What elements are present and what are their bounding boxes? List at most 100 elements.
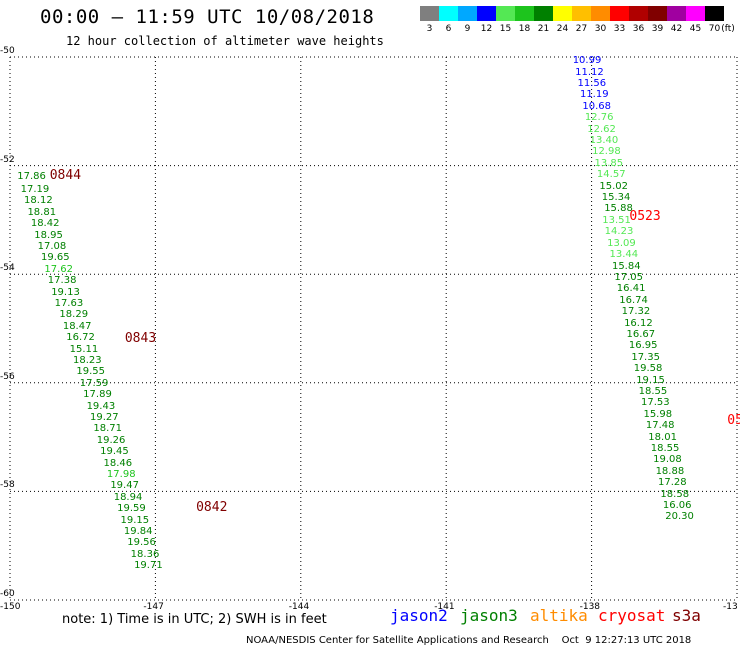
wave-height-value: 17.89 — [83, 389, 112, 401]
wave-height-value: 19.08 — [653, 454, 682, 466]
wave-height-value: 18.55 — [650, 442, 680, 454]
pass-time-label: 0843 — [124, 331, 157, 347]
wave-height-value: 17.08 — [37, 240, 67, 252]
wave-height-value: 17.19 — [20, 183, 50, 195]
wave-height-value: 17.62 — [44, 263, 74, 275]
legend-label: 36 — [632, 24, 645, 34]
wave-height-value: 12.62 — [587, 123, 616, 135]
legend-swatch — [534, 6, 553, 21]
lon-axis-label: -147 — [143, 602, 164, 612]
legend-swatch — [705, 6, 724, 21]
wave-height-value: 19.84 — [123, 526, 153, 538]
wave-height-value: 19.58 — [633, 363, 663, 375]
wave-height-value: 18.01 — [648, 431, 677, 443]
legend-swatch — [648, 6, 667, 21]
map-title: 00:00 – 11:59 UTC 10/08/2018 — [40, 6, 375, 28]
legend-swatch — [629, 6, 648, 21]
wave-height-value: 13.09 — [607, 237, 636, 249]
satellite-name: s3a — [672, 606, 701, 625]
wave-height-value: 18.36 — [130, 548, 160, 560]
legend-swatch — [591, 6, 610, 21]
wave-height-value: 17.86 — [17, 171, 46, 183]
map-subtitle: 12 hour collection of altimeter wave hei… — [66, 34, 384, 48]
legend-swatch — [439, 6, 458, 21]
wave-height-value: 14.23 — [604, 226, 634, 238]
wave-height-value: 13.40 — [589, 135, 619, 147]
lon-axis-label: -144 — [288, 602, 310, 612]
legend-label: 21 — [537, 24, 550, 34]
wave-height-value: 19.47 — [110, 480, 139, 492]
lat-axis-label: -50 — [0, 46, 15, 56]
legend-swatch — [572, 6, 591, 21]
lat-axis-label: -60 — [0, 589, 15, 599]
footer-credit: NOAA/NESDIS Center for Satellite Applica… — [246, 635, 692, 646]
wave-height-value: 18.81 — [27, 206, 57, 218]
satellite-name: altika — [530, 606, 588, 625]
legend-label: 24 — [556, 24, 569, 34]
wave-height-value: 15.11 — [69, 343, 99, 355]
wave-height-value: 15.02 — [599, 180, 628, 192]
wave-height-value: 18.42 — [30, 218, 60, 230]
wave-height-value: 17.38 — [47, 275, 77, 287]
lon-axis-label: -150 — [0, 602, 21, 612]
wave-height-value: 13.51 — [602, 214, 631, 226]
wave-height-value: 19.56 — [127, 537, 156, 549]
wave-height-value: 19.15 — [636, 374, 665, 386]
wave-height-value: 11.19 — [579, 89, 609, 101]
wave-height-value: 16.74 — [619, 294, 648, 306]
wave-height-value: 19.26 — [96, 434, 126, 446]
pass-time-label: 0842 — [196, 499, 228, 515]
wave-height-value: 18.88 — [655, 465, 685, 477]
lon-axis-label: -141 — [434, 602, 455, 612]
wave-height-value: 12.98 — [592, 146, 621, 158]
legend-swatch — [496, 6, 515, 21]
wave-height-value: 17.63 — [54, 297, 84, 309]
wave-height-value: 18.55 — [638, 385, 668, 397]
pass-time-label: 0844 — [49, 168, 82, 184]
wave-height-value: 18.95 — [34, 229, 63, 241]
wave-height-value: 17.98 — [106, 469, 136, 481]
wave-height-value: 17.35 — [631, 351, 660, 363]
legend-label: 39 — [651, 24, 664, 34]
color-legend: 3 6 9 12 15 18 21 24 27 30 33 36 39 42 45 70 (ft) — [420, 6, 735, 36]
units-note: note: 1) Time is in UTC; 2) SWH is in fe… — [62, 612, 327, 627]
wave-height-value: 16.95 — [628, 340, 658, 352]
wave-height-value: 13.44 — [609, 249, 639, 261]
lat-axis-label: -54 — [0, 263, 15, 274]
wave-height-value: 18.94 — [113, 491, 143, 503]
legend-label: 9 — [464, 24, 471, 34]
wave-height-value: 14.57 — [596, 169, 626, 181]
lon-axis-label: -138 — [579, 602, 601, 612]
legend-unit: (ft) — [721, 24, 735, 34]
wave-height-value: 19.65 — [41, 252, 70, 264]
legend-label: 42 — [670, 24, 683, 34]
legend-swatch — [477, 6, 496, 21]
legend-swatch — [610, 6, 629, 21]
wave-height-value: 17.32 — [621, 306, 651, 318]
legend-swatch — [458, 6, 477, 21]
wave-height-value: 20.30 — [665, 511, 694, 523]
wave-height-value: 16.06 — [662, 499, 692, 511]
wave-height-value: 19.15 — [120, 514, 150, 526]
legend-swatch — [515, 6, 534, 21]
wave-height-value: 19.27 — [89, 412, 119, 423]
lat-axis-label: -58 — [0, 480, 15, 491]
wave-height-value: 13.85 — [594, 157, 624, 169]
wave-height-value: 17.28 — [657, 477, 687, 489]
wave-height-value: 16.41 — [616, 283, 646, 295]
legend-label: 6 — [445, 24, 452, 34]
wave-height-value: 15.98 — [643, 408, 673, 420]
wave-height-value: 18.46 — [103, 457, 133, 469]
wave-height-value: 18.47 — [62, 320, 92, 332]
lat-axis-label: -56 — [0, 371, 15, 382]
wave-height-value: 16.67 — [626, 328, 656, 340]
wave-height-value: 18.12 — [24, 195, 53, 207]
satellite-name: jason2 — [390, 606, 448, 625]
wave-height-value: 18.71 — [93, 423, 122, 435]
legend-label: 45 — [689, 24, 702, 34]
legend-label: 27 — [575, 24, 588, 34]
wave-height-value: 18.58 — [660, 488, 690, 500]
lon-axis-label: -13 — [723, 602, 738, 612]
wave-height-value: 15.34 — [601, 192, 631, 204]
